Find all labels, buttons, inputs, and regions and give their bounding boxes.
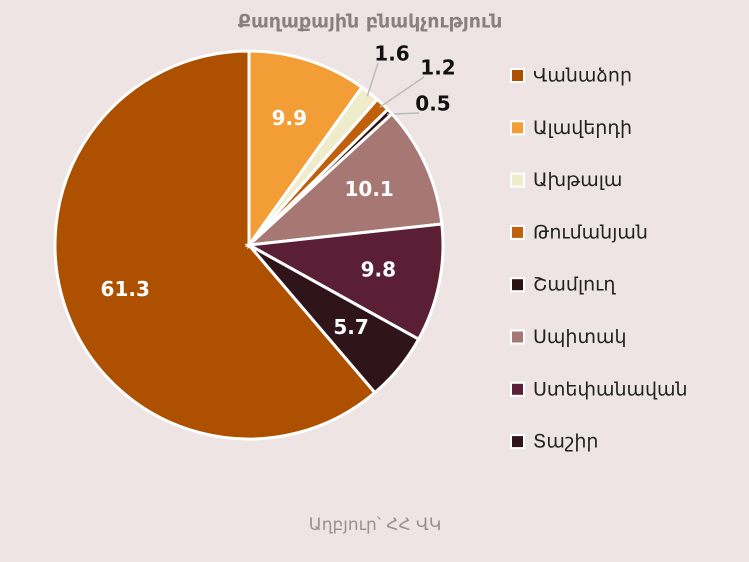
data-label: 9.8 (361, 258, 396, 282)
legend-swatch (510, 172, 525, 188)
pie-slice (247, 49, 365, 250)
legend-swatch (510, 434, 525, 450)
legend-label: Ալավերդի (533, 117, 632, 139)
legend-swatch (510, 68, 525, 83)
legend-swatch (510, 120, 525, 136)
legend-label: Թումանյան (533, 221, 648, 243)
legend-label: Շամլուղ (533, 274, 616, 296)
data-label: 1.6 (374, 42, 409, 66)
pie-slice (247, 243, 421, 395)
data-label: 0.5 (415, 92, 450, 116)
legend-swatch (510, 381, 525, 397)
pie-slice (53, 49, 378, 441)
legend-swatch (510, 277, 525, 293)
legend-label: Վանաձոր (533, 65, 632, 87)
legend-label: Սպիտակ (533, 326, 627, 348)
leader-line (379, 76, 425, 108)
legend-swatch (510, 224, 525, 240)
pie-slice (244, 111, 444, 247)
legend-label: Տաշիր (533, 431, 598, 453)
legend-label: Ստեփանավան (533, 378, 688, 400)
leader-line (366, 62, 379, 97)
data-label: 10.1 (344, 177, 393, 201)
data-label: 61.3 (101, 277, 150, 301)
data-label: 1.2 (420, 56, 455, 80)
source: Աղբյուր՝ ՀՀ ՎԿ (309, 515, 442, 535)
pie-slice (244, 222, 445, 342)
legend-label: Ախթալա (533, 169, 622, 191)
chart-title: Քաղաքային բնակչություն (238, 11, 503, 33)
data-label: 9.9 (272, 106, 307, 130)
legend-swatch (510, 329, 525, 345)
data-label: 5.7 (333, 315, 368, 339)
